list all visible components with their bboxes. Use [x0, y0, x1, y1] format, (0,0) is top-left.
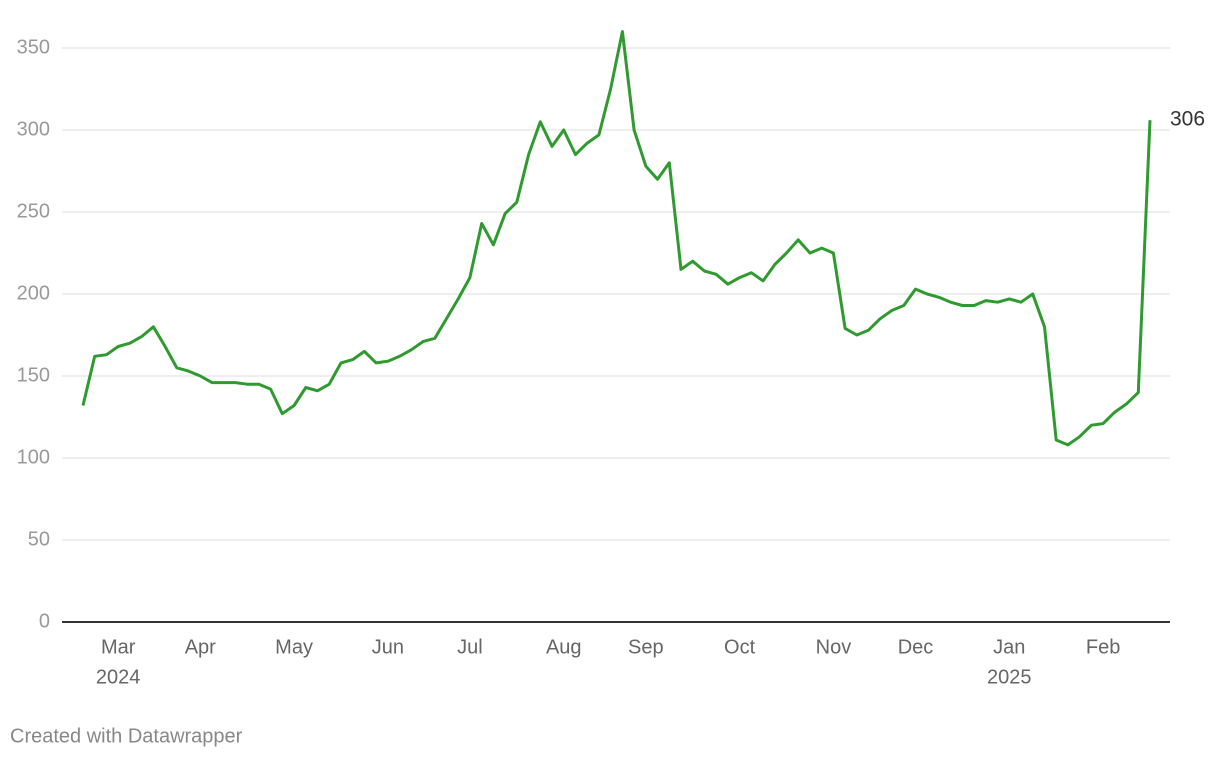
end-value-label: 306: [1170, 108, 1205, 131]
source-note: Created with Datawrapper: [10, 725, 243, 747]
x-tick-label: Nov: [816, 636, 852, 658]
y-tick-label: 300: [17, 118, 50, 140]
x-year-label: 2025: [987, 666, 1032, 688]
x-tick-label: Jan: [993, 636, 1025, 658]
x-tick-label: Apr: [185, 636, 216, 658]
y-tick-label: 150: [17, 364, 50, 386]
y-tick-label: 50: [28, 528, 50, 550]
y-tick-label: 100: [17, 446, 50, 468]
x-tick-label: Aug: [546, 636, 582, 658]
line-series: [81, 30, 1152, 447]
y-tick-label: 0: [39, 610, 50, 632]
x-tick-label: Dec: [898, 636, 934, 658]
x-tick-label: May: [275, 636, 313, 658]
x-year-label: 2024: [96, 666, 141, 688]
x-tick-label: Feb: [1086, 636, 1120, 658]
x-tick-label: Mar: [101, 636, 136, 658]
y-tick-label: 250: [17, 200, 50, 222]
x-tick-label: Jul: [457, 636, 483, 658]
x-tick-label: Jun: [372, 636, 404, 658]
x-tick-label: Sep: [628, 636, 664, 658]
y-tick-label: 350: [17, 36, 50, 58]
x-tick-label: Oct: [724, 636, 756, 658]
y-tick-label: 200: [17, 282, 50, 304]
